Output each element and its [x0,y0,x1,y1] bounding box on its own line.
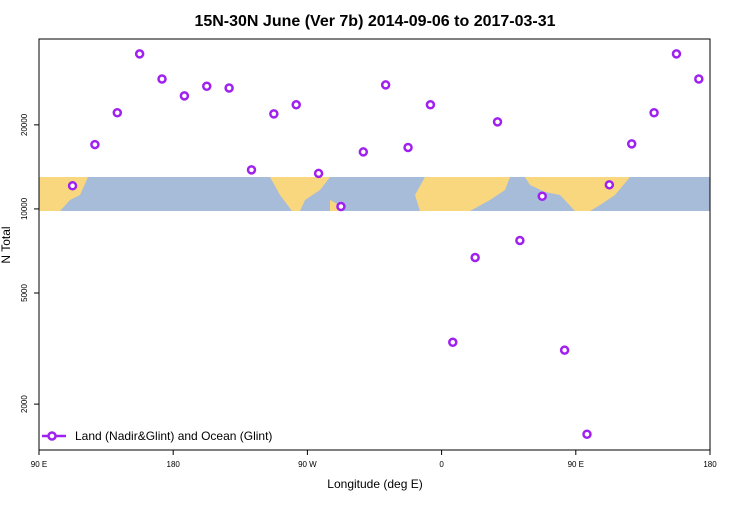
y-axis-label: N Total [0,226,13,263]
point [246,165,257,175]
point [313,168,324,179]
point [470,252,480,263]
point [649,108,659,118]
point [358,147,369,157]
point [604,180,615,190]
y-tick-label: 10000 [20,197,29,220]
x-tick-label: 180 [167,460,181,469]
point [582,429,592,439]
point [380,80,391,90]
y-tick-label: 20000 [20,113,29,136]
x-axis-label: Longitude (deg E) [327,477,422,491]
map-band [39,177,710,211]
legend-marker [47,431,57,441]
point [291,100,301,110]
point [269,109,279,119]
y-tick-label: 5000 [20,284,29,302]
x-tick-label: 90 E [31,460,47,469]
point [224,83,234,93]
point [90,139,100,150]
point [67,181,78,191]
point [537,191,547,202]
point [425,100,436,110]
x-tick-label: 180 [703,460,717,469]
point [626,139,637,149]
point [403,142,413,153]
point [112,108,123,118]
point [694,74,704,84]
point [448,337,458,348]
point [134,49,145,59]
point [179,91,190,101]
point [671,49,682,59]
point [202,81,212,91]
legend-label: Land (Nadir&Glint) and Ocean (Glint) [75,429,272,443]
x-tick-label: 90 W [298,460,317,469]
point [336,201,346,212]
x-tick-label: 0 [439,460,444,469]
point [515,235,525,246]
plot-frame [38,38,711,451]
point [492,117,503,127]
y-tick-label: 2000 [20,395,29,413]
point [559,345,570,355]
chart-title: 15N-30N June (Ver 7b) 2014-09-06 to 2017… [194,13,555,30]
point [157,74,167,84]
x-tick-label: 90 E [568,460,584,469]
